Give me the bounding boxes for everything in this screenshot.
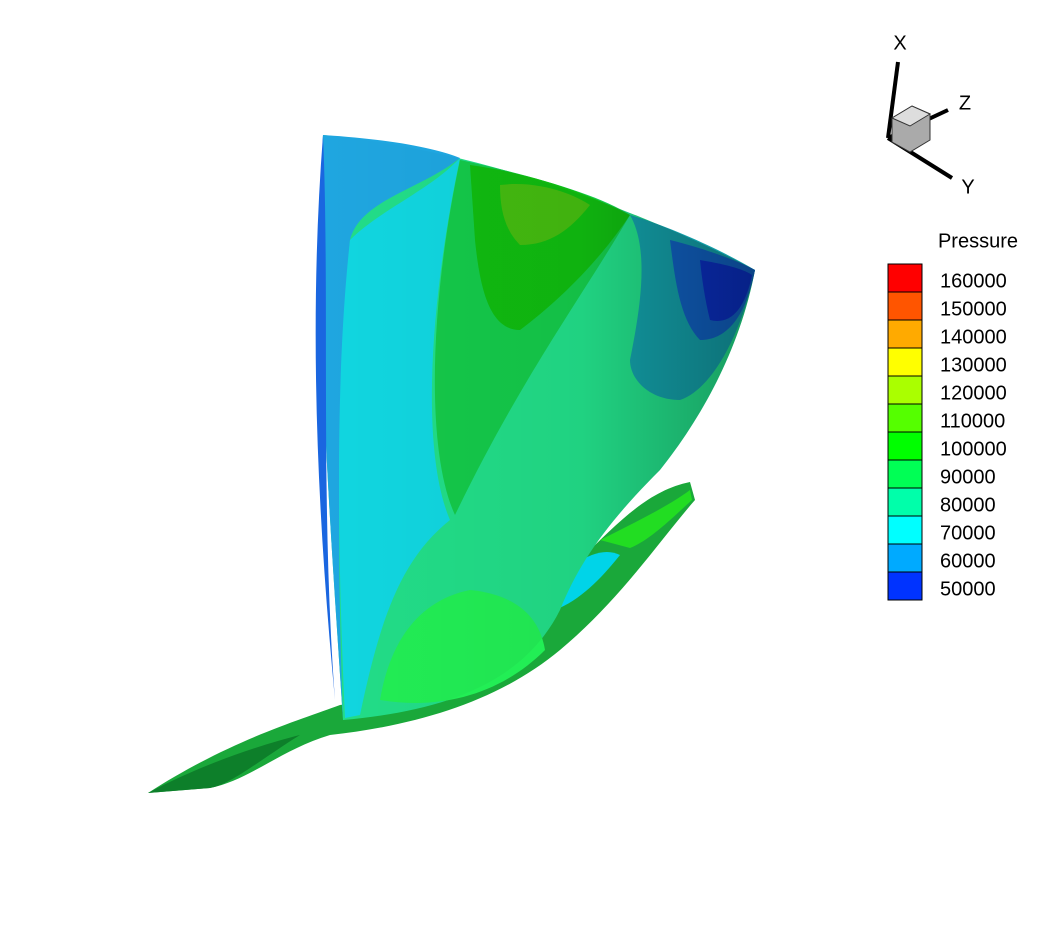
legend-swatch	[887, 291, 923, 321]
legend-label: 160000	[940, 270, 1007, 292]
legend-label: 110000	[940, 410, 1005, 432]
blade-surface	[315, 135, 755, 720]
legend-swatch	[887, 459, 923, 489]
legend-swatch	[887, 403, 923, 433]
legend-swatch	[887, 515, 923, 545]
legend-swatch	[887, 431, 923, 461]
legend-swatch	[887, 263, 923, 293]
legend-swatch	[887, 487, 923, 517]
legend-swatch	[887, 543, 923, 573]
legend-title: Pressure	[938, 230, 1018, 252]
axis-label: Z	[959, 92, 971, 114]
legend-label: 80000	[940, 494, 996, 516]
legend-label: 100000	[940, 438, 1007, 460]
axis-label: X	[893, 32, 906, 54]
legend-swatch	[887, 375, 923, 405]
legend-label: 70000	[940, 522, 996, 544]
legend-swatch	[887, 319, 923, 349]
axis-label: Y	[961, 176, 974, 198]
legend-label: 140000	[940, 326, 1007, 348]
legend-label: 90000	[940, 466, 996, 488]
legend-swatch	[887, 571, 923, 601]
legend-swatch	[887, 347, 923, 377]
legend-label: 60000	[940, 550, 996, 572]
legend-label: 120000	[940, 382, 1007, 404]
legend-label: 130000	[940, 354, 1007, 376]
legend-label: 150000	[940, 298, 1007, 320]
legend: 160000 150000 140000 130000 120000 110000 1000…	[887, 263, 1007, 601]
axis-triad	[886, 61, 954, 180]
legend-label: 50000	[940, 578, 996, 600]
